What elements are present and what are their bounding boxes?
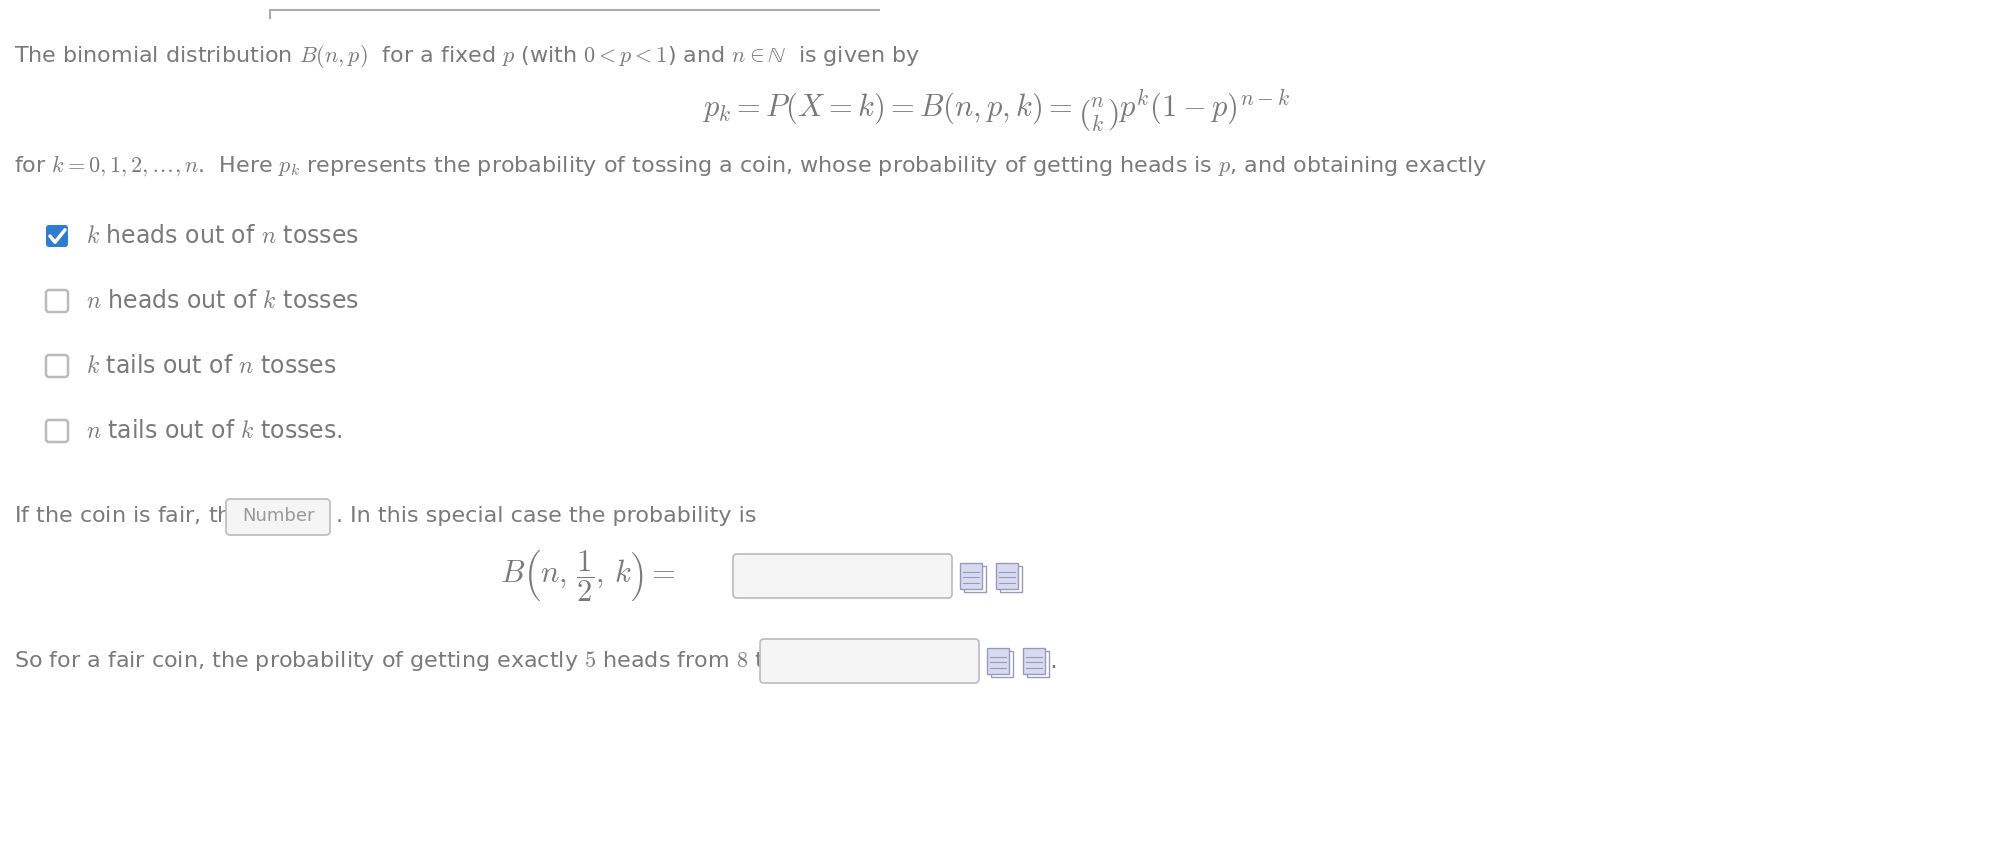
Text: $k$ heads out of $n$ tosses: $k$ heads out of $n$ tosses xyxy=(86,224,359,248)
Text: The binomial distribution $B(n, p)$  for a fixed $p$ (with $0 < p < 1$) and $n \: The binomial distribution $B(n, p)$ for … xyxy=(14,43,920,69)
FancyBboxPatch shape xyxy=(46,225,68,247)
Text: $p_k = P(X = k) = B(n, p, k) = \binom{n}{k}p^k(1 - p)^{n-k}$: $p_k = P(X = k) = B(n, p, k) = \binom{n}… xyxy=(701,88,1291,134)
Text: $k$ tails out of $n$ tosses: $k$ tails out of $n$ tosses xyxy=(86,354,337,378)
Text: $n$ heads out of $k$ tosses: $n$ heads out of $k$ tosses xyxy=(86,289,359,313)
Text: $n$ tails out of $k$ tosses.: $n$ tails out of $k$ tosses. xyxy=(86,419,343,443)
FancyBboxPatch shape xyxy=(46,290,68,312)
FancyBboxPatch shape xyxy=(46,420,68,442)
FancyBboxPatch shape xyxy=(986,648,1010,674)
Text: If the coin is fair, then $p =$: If the coin is fair, then $p =$ xyxy=(14,504,305,528)
FancyBboxPatch shape xyxy=(733,554,952,598)
FancyBboxPatch shape xyxy=(1024,648,1046,674)
FancyBboxPatch shape xyxy=(225,499,331,535)
FancyBboxPatch shape xyxy=(1000,566,1022,592)
FancyBboxPatch shape xyxy=(1028,651,1050,677)
FancyBboxPatch shape xyxy=(990,651,1014,677)
FancyBboxPatch shape xyxy=(46,355,68,377)
FancyBboxPatch shape xyxy=(996,563,1018,589)
Text: $B\left(n,\, \dfrac{1}{2},\, k\right) =$: $B\left(n,\, \dfrac{1}{2},\, k\right) =$ xyxy=(500,548,675,603)
FancyBboxPatch shape xyxy=(960,563,982,589)
Text: .: . xyxy=(1050,649,1058,673)
FancyBboxPatch shape xyxy=(761,639,978,683)
Text: for $k = 0, 1, 2, \ldots, n$.  Here $p_k$ represents the probability of tossing : for $k = 0, 1, 2, \ldots, n$. Here $p_k$… xyxy=(14,153,1486,178)
FancyBboxPatch shape xyxy=(964,566,986,592)
Text: . In this special case the probability is: . In this special case the probability i… xyxy=(337,506,757,526)
Text: Number: Number xyxy=(241,507,315,525)
Text: So for a fair coin, the probability of getting exactly $5$ heads from $8$ tosses: So for a fair coin, the probability of g… xyxy=(14,649,958,673)
